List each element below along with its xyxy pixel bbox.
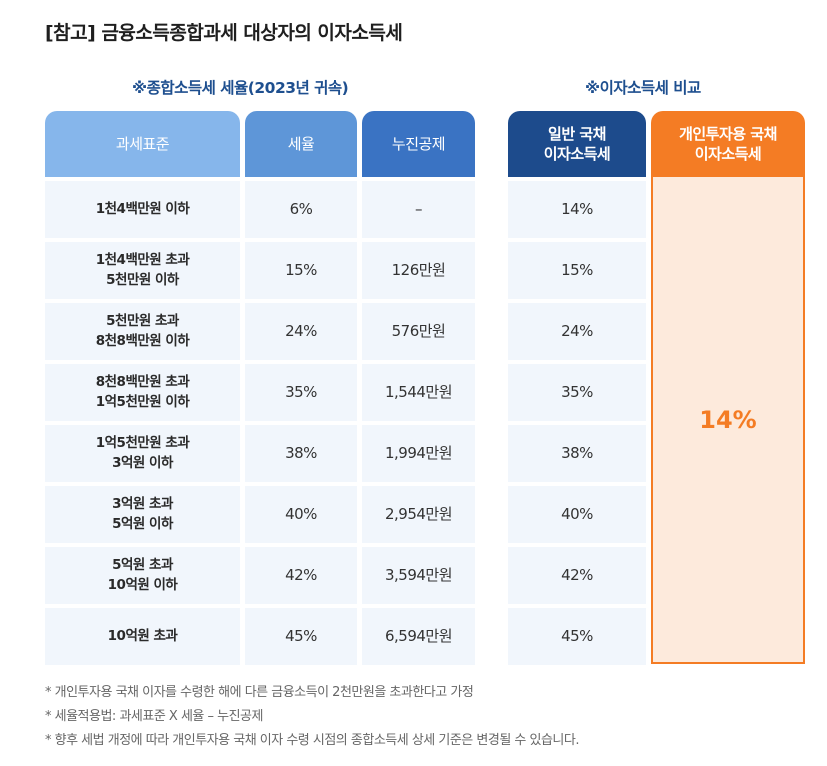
general-bond-tax-cell: 40% xyxy=(508,486,646,543)
deduction-cell: 126만원 xyxy=(362,242,475,299)
tax-base-cell: 3억원 초과 5억원 이하 xyxy=(45,486,240,543)
footnote: * 세율적용법: 과세표준 X 세율 – 누진공제 xyxy=(45,709,263,724)
tax-base-line: 8천8백만원 이하 xyxy=(95,332,190,349)
footnote: * 개인투자용 국채 이자를 수령한 해에 다른 금융소득이 2천만원을 초과한… xyxy=(45,685,474,700)
tax-rate-cell: 40% xyxy=(245,486,357,543)
tax-rate-cell: 45% xyxy=(245,608,357,665)
tax-base-line: 5천만원 초과 xyxy=(106,312,179,329)
deduction-cell: 1,544만원 xyxy=(362,364,475,421)
tax-base-line: 3억원 초과 xyxy=(112,495,173,512)
tax-base-line: 1억5천만원 초과 xyxy=(95,434,190,451)
header-tax-base: 과세표준 xyxy=(45,111,240,177)
tax-rate-cell: 38% xyxy=(245,425,357,482)
tax-base-line: 8천8백만원 초과 xyxy=(95,373,190,390)
page-title: [참고] 금융소득종합과세 대상자의 이자소득세 xyxy=(45,22,403,44)
general-bond-tax-cell: 45% xyxy=(508,608,646,665)
general-bond-tax-cell: 38% xyxy=(508,425,646,482)
header-general-line-1: 일반 국채 xyxy=(548,124,606,143)
tax-base-line: 5천만원 이하 xyxy=(106,271,179,288)
header-tax-rate: 세율 xyxy=(245,111,357,177)
deduction-cell: 576만원 xyxy=(362,303,475,360)
tax-base-line: 10억원 초과 xyxy=(107,627,178,644)
deduction-cell: 2,954만원 xyxy=(362,486,475,543)
tax-base-line: 1천4백만원 초과 xyxy=(95,251,190,268)
tax-rate-cell: 35% xyxy=(245,364,357,421)
tax-rate-section-title: ※종합소득세 세율(2023년 귀속) xyxy=(132,79,349,97)
deduction-cell: – xyxy=(362,181,475,238)
header-deduction: 누진공제 xyxy=(362,111,475,177)
header-personal-bond-tax: 개인투자용 국채 이자소득세 xyxy=(651,111,805,177)
general-bond-tax-cell: 35% xyxy=(508,364,646,421)
deduction-cell: 3,594만원 xyxy=(362,547,475,604)
tax-base-line: 10억원 이하 xyxy=(107,576,178,593)
tax-base-line: 1천4백만원 이하 xyxy=(95,200,190,217)
tax-rate-cell: 24% xyxy=(245,303,357,360)
tax-rate-cell: 42% xyxy=(245,547,357,604)
header-tax-base-label: 과세표준 xyxy=(115,134,170,153)
interest-tax-section-title: ※이자소득세 비교 xyxy=(585,79,701,97)
deduction-cell: 6,594만원 xyxy=(362,608,475,665)
deduction-cell: 1,994만원 xyxy=(362,425,475,482)
personal-bond-rate-box: 14% xyxy=(651,177,805,664)
header-deduction-label: 누진공제 xyxy=(391,134,446,153)
general-bond-tax-cell: 15% xyxy=(508,242,646,299)
tax-base-cell: 10억원 초과 xyxy=(45,608,240,665)
tax-base-line: 5억원 초과 xyxy=(112,556,173,573)
tax-base-cell: 8천8백만원 초과 1억5천만원 이하 xyxy=(45,364,240,421)
general-bond-tax-cell: 42% xyxy=(508,547,646,604)
tax-rate-cell: 6% xyxy=(245,181,357,238)
header-personal-line-2: 이자소득세 xyxy=(694,145,762,163)
personal-bond-rate-value: 14% xyxy=(699,405,757,434)
tax-base-cell: 1천4백만원 이하 xyxy=(45,181,240,238)
footnotes: * 개인투자용 국채 이자를 수령한 해에 다른 금융소득이 2천만원을 초과한… xyxy=(45,683,579,755)
header-general-bond-tax: 일반 국채 이자소득세 xyxy=(508,111,646,177)
tax-base-cell: 5억원 초과 10억원 이하 xyxy=(45,547,240,604)
general-bond-tax-cell: 14% xyxy=(508,181,646,238)
tax-base-cell: 1천4백만원 초과 5천만원 이하 xyxy=(45,242,240,299)
tax-base-line: 1억5천만원 이하 xyxy=(95,393,190,410)
header-tax-rate-label: 세율 xyxy=(287,134,315,153)
tax-base-cell: 5천만원 초과 8천8백만원 이하 xyxy=(45,303,240,360)
tax-base-cell: 1억5천만원 초과 3억원 이하 xyxy=(45,425,240,482)
header-general-line-2: 이자소득세 xyxy=(543,145,611,163)
tax-rate-cell: 15% xyxy=(245,242,357,299)
tax-base-line: 5억원 이하 xyxy=(112,515,173,532)
general-bond-tax-cell: 24% xyxy=(508,303,646,360)
header-personal-line-1: 개인투자용 국채 xyxy=(679,124,777,143)
tax-base-line: 3억원 이하 xyxy=(112,454,173,471)
footnote: * 향후 세법 개정에 따라 개인투자용 국채 이자 수령 시점의 종합소득세 … xyxy=(45,733,579,748)
